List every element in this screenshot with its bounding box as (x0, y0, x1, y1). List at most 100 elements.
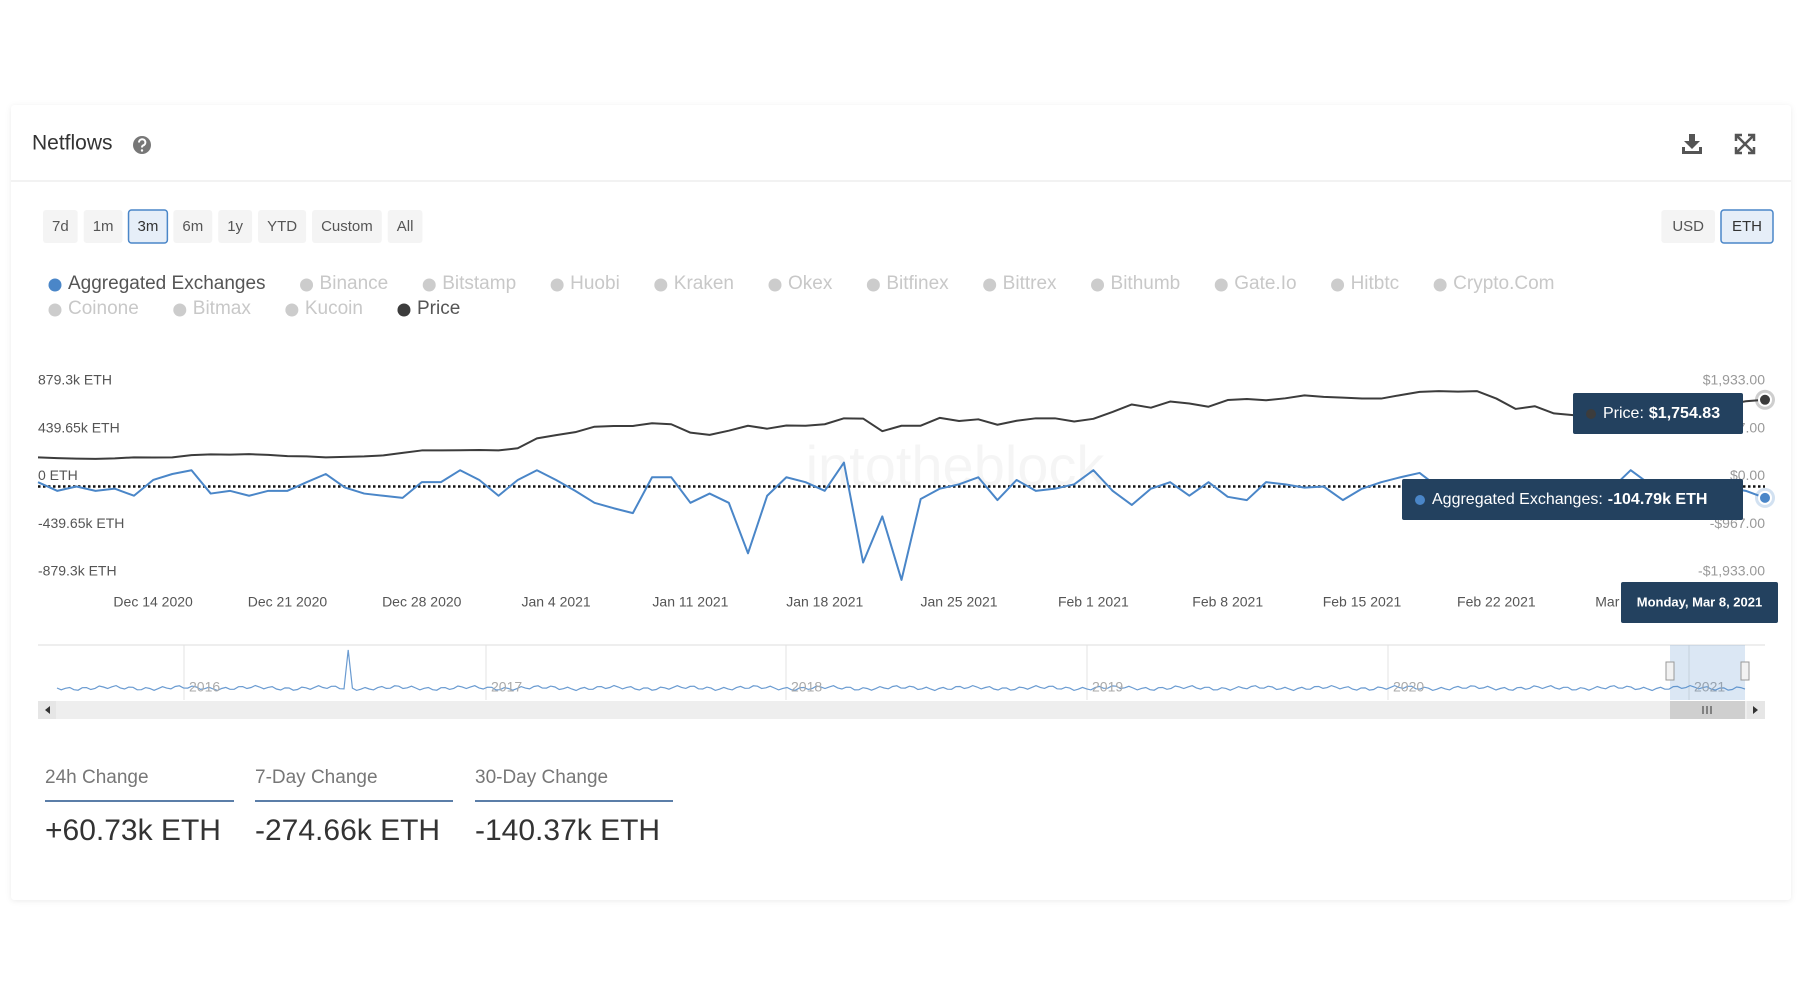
legend-label[interactable]: Price (417, 298, 460, 319)
currency-button[interactable] (1661, 210, 1715, 243)
range-button-label: All (397, 218, 414, 235)
scrollbar-track (38, 701, 1765, 719)
legend-marker (654, 278, 668, 292)
stat-value: -274.66k ETH (255, 814, 440, 847)
navigator-label: 2018 (791, 679, 822, 695)
legend-marker (1433, 278, 1447, 292)
x-tick-label: Jan 25 2021 (921, 594, 998, 610)
range-button-label: 1m (93, 218, 114, 235)
range-button[interactable] (173, 210, 213, 243)
date-tooltip-box (1621, 582, 1778, 623)
date-tooltip-text: Monday, Mar 8, 2021 (1637, 594, 1762, 609)
navigator-label: 2020 (1393, 679, 1424, 695)
legend-marker (550, 278, 564, 292)
legend-label[interactable]: Coinone (68, 298, 139, 319)
currency-button[interactable] (1720, 209, 1774, 244)
range-button[interactable] (43, 210, 78, 243)
y-tick-label: -879.3k ETH (38, 563, 117, 579)
scrollbar-right-arrow (1753, 706, 1758, 714)
range-button[interactable] (312, 210, 382, 243)
y-tick-label: 439.65k ETH (38, 419, 120, 435)
legend-marker (1331, 278, 1345, 292)
legend-label[interactable]: Huobi (570, 273, 620, 294)
stat-label: 30-Day Change (475, 767, 608, 788)
range-button-label: 1y (227, 218, 243, 235)
legend-label[interactable]: Bitfinex (886, 273, 949, 294)
stat-label: 24h Change (45, 767, 149, 788)
y2-tick-label: -$1,933.00 (1698, 563, 1765, 579)
navigator-selection[interactable] (1670, 645, 1745, 700)
legend-marker (422, 278, 436, 292)
aggregated-tooltip-value: -104.79k ETH (1608, 491, 1708, 508)
x-tick-label: Jan 11 2021 (652, 594, 728, 610)
navigator-handle[interactable] (1665, 661, 1675, 681)
legend-label[interactable]: Crypto.Com (1453, 273, 1554, 294)
price-tooltip-label: Price: (1603, 405, 1644, 422)
navigator-handle[interactable] (1740, 661, 1750, 681)
x-tick-label: Feb 8 2021 (1192, 594, 1263, 610)
stat-value: +60.73k ETH (45, 814, 221, 847)
range-button-label: YTD (267, 218, 297, 235)
range-button[interactable] (83, 210, 123, 243)
scrollbar-left-arrow (45, 706, 50, 714)
range-button-label: 3m (138, 218, 159, 235)
hover-marker (1758, 490, 1772, 505)
legend-marker (300, 278, 314, 292)
price-tooltip-box (1573, 393, 1743, 434)
navigator-label: 2017 (491, 679, 522, 695)
price-tooltip-value: $1,754.83 (1649, 405, 1720, 422)
range-button-label: 6m (182, 218, 203, 235)
legend-label[interactable]: Okex (788, 273, 833, 294)
aggregated-tooltip-dot (1415, 495, 1425, 505)
navigator-label: 2016 (189, 679, 220, 695)
price-tooltip-dot (1586, 409, 1596, 419)
expand-icon[interactable] (1734, 133, 1756, 155)
range-button[interactable] (387, 210, 423, 243)
legend-label[interactable]: Binance (320, 273, 389, 294)
legend-marker (173, 303, 187, 317)
x-tick-label: Feb 15 2021 (1323, 594, 1402, 610)
stat-label: 7-Day Change (255, 767, 378, 788)
legend-label[interactable]: Bitstamp (442, 273, 516, 294)
scrollbar-grip (1702, 706, 1712, 714)
range-button[interactable] (218, 210, 253, 243)
legend-label[interactable]: Kraken (674, 273, 734, 294)
aggregated-tooltip-label: Aggregated Exchanges: (1432, 491, 1603, 508)
legend-label[interactable]: Kucoin (305, 298, 363, 319)
currency-button-label: ETH (1732, 218, 1762, 235)
range-button-label: 7d (52, 218, 69, 235)
y-tick-label: -439.65k ETH (38, 515, 124, 531)
navigator-label: 2021 (1694, 679, 1725, 695)
aggregated-tooltip-box (1402, 479, 1743, 520)
legend-marker (768, 278, 782, 292)
legend-marker (397, 303, 411, 317)
help-icon[interactable] (133, 136, 151, 154)
legend-label[interactable]: Gate.Io (1234, 273, 1296, 294)
legend-marker (1214, 278, 1228, 292)
hover-marker (1758, 392, 1772, 407)
legend-label[interactable]: Aggregated Exchanges (68, 273, 266, 294)
range-button[interactable] (258, 210, 307, 243)
y-tick-label: 0 ETH (38, 467, 78, 483)
navigator-line (56, 649, 1746, 692)
y2-tick-label: $1,933.00 (1703, 372, 1765, 388)
legend-label[interactable]: Bittrex (1003, 273, 1057, 294)
legend-marker (1091, 278, 1105, 292)
x-tick-label: Jan 4 2021 (521, 594, 590, 610)
x-tick-label: Feb 22 2021 (1457, 594, 1536, 610)
legend-marker (48, 303, 62, 317)
series-line (37, 390, 1766, 460)
download-icon[interactable] (1682, 134, 1702, 154)
y-tick-label: 879.3k ETH (38, 372, 112, 388)
x-tick-label: Feb 1 2021 (1058, 594, 1129, 610)
stat-value: -140.37k ETH (475, 814, 660, 847)
x-tick-label: Dec 14 2020 (113, 594, 193, 610)
legend-label[interactable]: Hitbtc (1351, 273, 1400, 294)
legend-label[interactable]: Bithumb (1111, 273, 1181, 294)
card-title: Netflows (32, 132, 113, 155)
legend-marker (983, 278, 997, 292)
legend-label[interactable]: Bitmax (193, 298, 252, 319)
range-button[interactable] (127, 209, 169, 244)
